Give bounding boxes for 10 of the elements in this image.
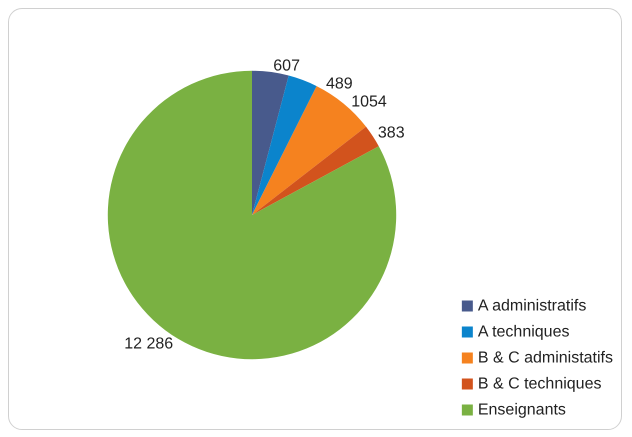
legend-label: A administratifs [478,298,586,314]
data-label: 383 [378,124,405,142]
data-label: 12 286 [124,336,174,353]
data-label: 607 [273,58,300,75]
data-label: 1054 [351,94,387,111]
data-label: 489 [326,76,353,93]
legend-label: B & C techniques [478,376,602,392]
legend-label: Enseignants [478,402,566,418]
legend-label: A techniques [478,324,570,340]
legend-label: B & C administatifs [478,350,613,366]
